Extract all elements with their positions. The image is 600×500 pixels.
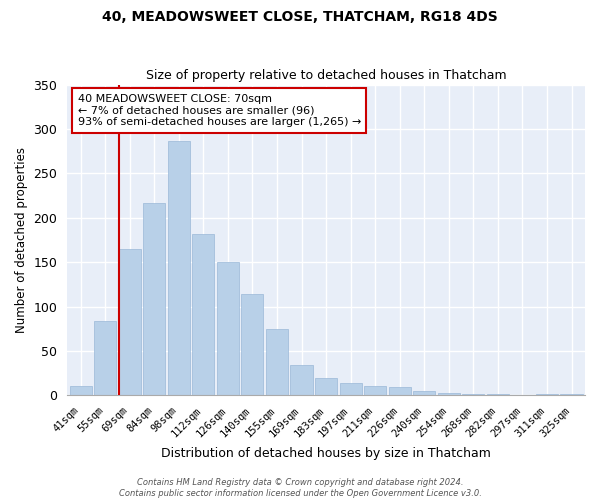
Y-axis label: Number of detached properties: Number of detached properties [15, 147, 28, 333]
X-axis label: Distribution of detached houses by size in Thatcham: Distribution of detached houses by size … [161, 447, 491, 460]
Bar [70, 386, 92, 396]
Bar [168, 142, 190, 396]
Bar [462, 394, 484, 396]
Text: Contains HM Land Registry data © Crown copyright and database right 2024.
Contai: Contains HM Land Registry data © Crown c… [119, 478, 481, 498]
Bar [315, 378, 337, 396]
Bar [413, 391, 435, 396]
Text: 40, MEADOWSWEET CLOSE, THATCHAM, RG18 4DS: 40, MEADOWSWEET CLOSE, THATCHAM, RG18 4D… [102, 10, 498, 24]
Bar [290, 365, 313, 396]
Bar [143, 202, 166, 396]
Bar [217, 262, 239, 396]
Bar [241, 294, 263, 396]
Bar [487, 394, 509, 396]
Bar [536, 394, 558, 396]
Bar [193, 234, 214, 396]
Title: Size of property relative to detached houses in Thatcham: Size of property relative to detached ho… [146, 69, 506, 82]
Bar [364, 386, 386, 396]
Bar [119, 249, 141, 396]
Bar [94, 321, 116, 396]
Bar [389, 388, 411, 396]
Text: 40 MEADOWSWEET CLOSE: 70sqm
← 7% of detached houses are smaller (96)
93% of semi: 40 MEADOWSWEET CLOSE: 70sqm ← 7% of deta… [77, 94, 361, 127]
Bar [266, 329, 288, 396]
Bar [438, 392, 460, 396]
Bar [560, 394, 583, 396]
Bar [340, 383, 362, 396]
